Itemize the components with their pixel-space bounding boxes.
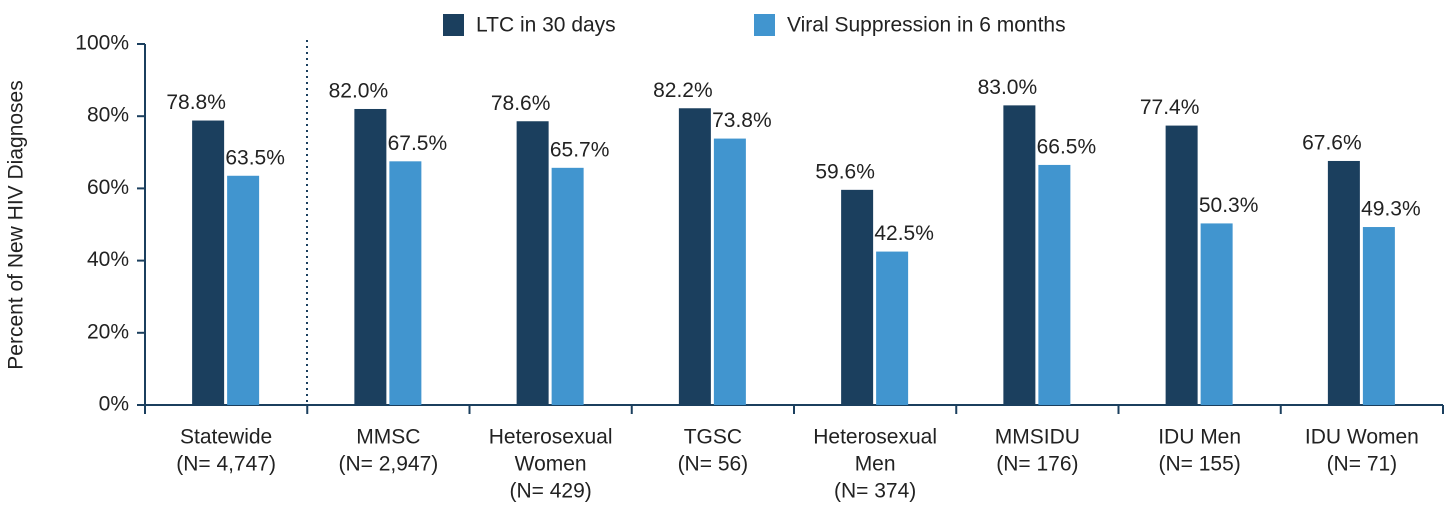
x-tick-label: MMSC [356, 426, 420, 449]
y-tick-label: 80% [87, 104, 129, 127]
bar [876, 251, 909, 405]
value-label: 67.6% [1302, 132, 1362, 155]
value-label: 59.6% [815, 160, 875, 183]
value-label: 42.5% [874, 222, 934, 245]
x-tick-label: IDU Men [1158, 426, 1241, 449]
bar [389, 161, 422, 405]
bar [713, 138, 746, 405]
bar [516, 121, 549, 405]
value-label: 50.3% [1199, 194, 1259, 217]
value-label: 78.8% [166, 91, 226, 114]
y-axis-label: Percent of New HIV Diagnoses [5, 80, 28, 369]
value-label: 66.5% [1037, 135, 1097, 158]
value-label: 67.5% [388, 132, 448, 155]
bar [1362, 227, 1395, 405]
legend-label: LTC in 30 days [476, 14, 616, 37]
x-tick-label: (N= 4,747) [176, 453, 276, 476]
x-tick-label: (N= 2,947) [338, 453, 438, 476]
bar [1200, 223, 1233, 405]
bar [354, 108, 387, 405]
x-tick-label: (N= 155) [1158, 453, 1240, 476]
bar [1003, 105, 1036, 406]
y-tick-label: 100% [75, 32, 129, 55]
x-tick-label: IDU Women [1305, 426, 1419, 449]
bar [1165, 125, 1198, 405]
x-tick-label: (N= 71) [1327, 453, 1398, 476]
value-label: 73.8% [712, 109, 772, 132]
value-label: 82.2% [653, 79, 713, 102]
bar [1038, 164, 1071, 405]
bar [1327, 160, 1360, 405]
value-label: 77.4% [1140, 96, 1200, 119]
y-tick-label: 60% [87, 176, 129, 199]
legend-swatch [443, 14, 464, 36]
bar [227, 175, 260, 405]
x-tick-label: Men [855, 453, 896, 476]
value-label: 63.5% [225, 146, 285, 169]
x-tick-label: Statewide [180, 426, 272, 449]
x-tick-label: Heterosexual [489, 426, 613, 449]
x-tick-label: (N= 176) [996, 453, 1078, 476]
x-tick-label: (N= 374) [834, 480, 916, 503]
bar [192, 120, 225, 406]
value-label: 83.0% [978, 76, 1038, 99]
bar [678, 108, 711, 406]
legend-swatch [754, 14, 775, 36]
bar [551, 167, 584, 405]
y-tick-label: 0% [99, 393, 129, 416]
bar [841, 189, 874, 405]
value-label: 65.7% [550, 138, 610, 161]
y-tick-label: 40% [87, 248, 129, 271]
x-tick-label: TGSC [684, 426, 742, 449]
value-label: 78.6% [491, 92, 551, 115]
value-label: 82.0% [329, 80, 389, 103]
x-tick-label: Women [515, 453, 587, 476]
legend-label: Viral Suppression in 6 months [787, 14, 1066, 37]
y-tick-label: 20% [87, 320, 129, 343]
value-label: 49.3% [1361, 198, 1421, 221]
x-tick-label: (N= 56) [678, 453, 749, 476]
x-tick-label: Heterosexual [813, 426, 937, 449]
x-tick-label: (N= 429) [509, 480, 591, 503]
x-tick-label: MMSIDU [995, 426, 1080, 449]
